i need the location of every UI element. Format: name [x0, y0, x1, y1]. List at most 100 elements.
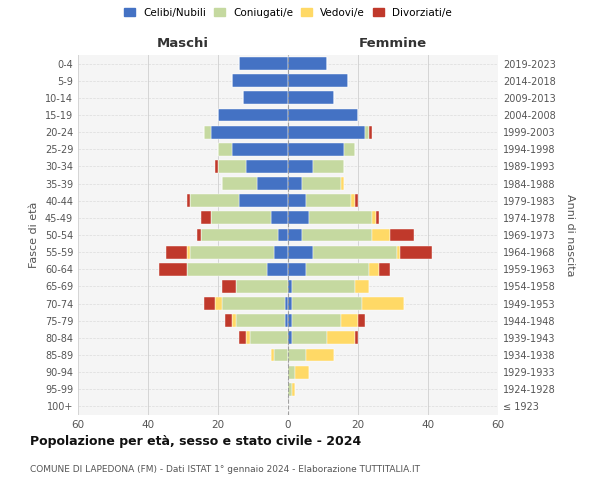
- Bar: [274, 348, 288, 362]
- Bar: [288, 383, 292, 396]
- Bar: [288, 212, 309, 224]
- Bar: [292, 383, 295, 396]
- Bar: [288, 57, 326, 70]
- Bar: [341, 177, 344, 190]
- Bar: [221, 177, 257, 190]
- Bar: [211, 212, 271, 224]
- Bar: [250, 332, 288, 344]
- Bar: [221, 280, 235, 293]
- Bar: [239, 57, 288, 70]
- Bar: [242, 92, 288, 104]
- Bar: [239, 194, 288, 207]
- Bar: [295, 366, 309, 378]
- Bar: [288, 348, 305, 362]
- Bar: [292, 332, 326, 344]
- Bar: [204, 126, 211, 138]
- Bar: [197, 228, 200, 241]
- Text: COMUNE DI LAPEDONA (FM) - Dati ISTAT 1° gennaio 2024 - Elaborazione TUTTITALIA.I: COMUNE DI LAPEDONA (FM) - Dati ISTAT 1° …: [30, 465, 420, 474]
- Bar: [215, 160, 218, 173]
- Bar: [372, 212, 376, 224]
- Bar: [288, 366, 295, 378]
- Bar: [288, 280, 292, 293]
- Bar: [211, 126, 288, 138]
- Bar: [288, 160, 313, 173]
- Bar: [288, 332, 292, 344]
- Bar: [376, 212, 379, 224]
- Bar: [284, 314, 288, 327]
- Bar: [232, 314, 235, 327]
- Bar: [288, 143, 344, 156]
- Bar: [284, 297, 288, 310]
- Y-axis label: Anni di nascita: Anni di nascita: [565, 194, 575, 276]
- Bar: [288, 194, 305, 207]
- Bar: [351, 194, 355, 207]
- Bar: [400, 246, 431, 258]
- Bar: [379, 263, 389, 276]
- Bar: [187, 263, 267, 276]
- Bar: [257, 177, 288, 190]
- Bar: [215, 297, 221, 310]
- Bar: [232, 143, 288, 156]
- Bar: [271, 348, 274, 362]
- Bar: [355, 332, 358, 344]
- Bar: [204, 297, 215, 310]
- Text: Femmine: Femmine: [359, 37, 427, 50]
- Bar: [365, 126, 368, 138]
- Bar: [288, 246, 313, 258]
- Bar: [292, 297, 361, 310]
- Bar: [235, 314, 284, 327]
- Bar: [239, 332, 246, 344]
- Bar: [302, 228, 372, 241]
- Bar: [292, 314, 341, 327]
- Bar: [288, 297, 292, 310]
- Bar: [292, 280, 355, 293]
- Bar: [389, 228, 414, 241]
- Bar: [361, 297, 404, 310]
- Bar: [368, 126, 372, 138]
- Bar: [190, 246, 274, 258]
- Bar: [313, 246, 397, 258]
- Bar: [190, 194, 239, 207]
- Bar: [344, 143, 355, 156]
- Bar: [267, 263, 288, 276]
- Bar: [288, 177, 302, 190]
- Bar: [288, 108, 358, 122]
- Bar: [277, 228, 288, 241]
- Bar: [246, 332, 250, 344]
- Bar: [288, 314, 292, 327]
- Bar: [341, 314, 358, 327]
- Bar: [288, 74, 347, 87]
- Bar: [355, 280, 368, 293]
- Bar: [355, 194, 358, 207]
- Bar: [200, 212, 211, 224]
- Text: Maschi: Maschi: [157, 37, 209, 50]
- Bar: [235, 280, 288, 293]
- Bar: [368, 263, 379, 276]
- Text: Popolazione per età, sesso e stato civile - 2024: Popolazione per età, sesso e stato civil…: [30, 435, 361, 448]
- Legend: Celibi/Nubili, Coniugati/e, Vedovi/e, Divorziati/e: Celibi/Nubili, Coniugati/e, Vedovi/e, Di…: [124, 8, 452, 18]
- Bar: [397, 246, 400, 258]
- Bar: [372, 228, 389, 241]
- Bar: [271, 212, 288, 224]
- Bar: [218, 108, 288, 122]
- Bar: [309, 212, 372, 224]
- Bar: [358, 314, 365, 327]
- Y-axis label: Fasce di età: Fasce di età: [29, 202, 39, 268]
- Bar: [246, 160, 288, 173]
- Bar: [166, 246, 187, 258]
- Bar: [313, 160, 344, 173]
- Bar: [221, 297, 284, 310]
- Bar: [218, 143, 232, 156]
- Bar: [187, 194, 190, 207]
- Bar: [218, 160, 246, 173]
- Bar: [305, 263, 368, 276]
- Bar: [225, 314, 232, 327]
- Bar: [302, 177, 341, 190]
- Bar: [305, 194, 351, 207]
- Bar: [288, 228, 302, 241]
- Bar: [288, 92, 334, 104]
- Bar: [187, 246, 190, 258]
- Bar: [158, 263, 187, 276]
- Bar: [200, 228, 277, 241]
- Bar: [232, 74, 288, 87]
